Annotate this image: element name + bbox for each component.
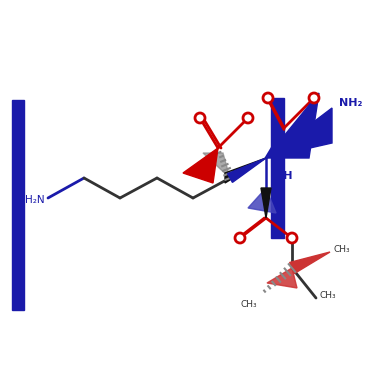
Polygon shape [183,148,218,183]
Polygon shape [266,108,332,158]
Text: NH₂: NH₂ [339,98,362,108]
Circle shape [263,93,273,103]
Circle shape [195,113,205,123]
Circle shape [243,113,253,123]
Polygon shape [248,188,276,213]
Text: H₂N: H₂N [26,195,45,205]
Polygon shape [267,268,297,288]
Polygon shape [228,158,266,182]
Text: NH: NH [274,171,293,181]
Polygon shape [271,98,284,238]
Circle shape [309,93,319,103]
Text: CH₃: CH₃ [319,291,336,300]
Text: CH₃: CH₃ [333,245,350,253]
Polygon shape [225,158,266,183]
Polygon shape [261,188,271,218]
Polygon shape [12,100,24,310]
Circle shape [235,233,245,243]
Text: CH₃: CH₃ [240,300,257,309]
Polygon shape [266,93,319,158]
Circle shape [287,233,297,243]
Polygon shape [290,252,330,273]
Polygon shape [203,153,230,178]
